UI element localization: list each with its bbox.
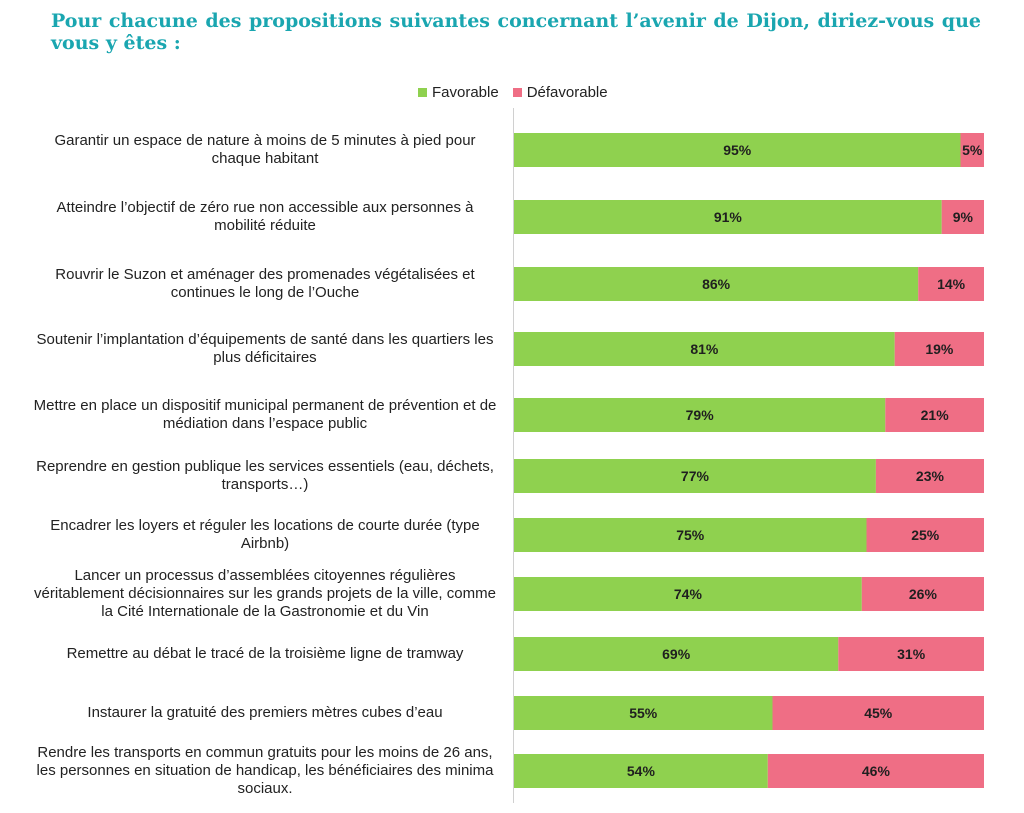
bar-favorable [514,459,876,493]
data-label-favorable: 95% [723,142,752,158]
data-label-defavorable: 45% [864,705,893,721]
data-label-favorable: 79% [686,407,715,423]
category-label: Mettre en place un dispositif municipal … [33,397,497,432]
bar-favorable [514,133,961,167]
category-axis-line [513,108,514,803]
bar-favorable [514,637,839,671]
legend-label-defavorable: Défavorable [526,84,608,101]
data-label-favorable: 69% [662,646,691,662]
bar-defavorable [894,332,984,366]
bar-defavorable [772,696,984,730]
bar-favorable [514,267,919,301]
data-label-favorable: 91% [714,209,743,225]
data-label-defavorable: 31% [897,646,926,662]
data-label-defavorable: 21% [921,407,950,423]
legend: Favorable Défavorable [418,84,622,101]
bar-favorable [514,200,942,234]
legend-swatch-defavorable [512,88,522,97]
data-label-defavorable: 25% [911,527,940,543]
data-label-favorable: 77% [681,468,710,484]
data-label-defavorable: 23% [916,468,945,484]
bar-defavorable [875,459,984,493]
legend-entry-favorable: Favorable [418,84,499,101]
data-label-favorable: 55% [629,705,658,721]
chart-title: Pour chacune des propositions suivantes … [51,10,981,54]
bar-favorable [514,518,867,552]
bar-favorable [514,332,895,366]
bar-defavorable [941,200,984,234]
data-label-favorable: 86% [702,276,731,292]
category-label: Rendre les transports en commun gratuits… [36,744,494,797]
category-label: Instaurer la gratuité des premiers mètre… [87,704,443,721]
data-label-favorable: 74% [674,586,703,602]
data-label-favorable: 81% [690,341,719,357]
category-label: Encadrer les loyers et réguler les locat… [50,517,480,552]
category-label: Remettre au débat le tracé de la troisiè… [66,645,464,662]
data-label-favorable: 75% [676,527,705,543]
bar-defavorable [960,133,984,167]
legend-swatch-favorable [418,88,427,97]
data-label-defavorable: 9% [953,209,974,225]
data-label-defavorable: 26% [909,586,938,602]
bar-favorable [514,696,773,730]
data-label-favorable: 54% [627,763,656,779]
bar-defavorable [885,398,984,432]
category-label: Reprendre en gestion publique les servic… [36,458,494,493]
legend-entry-defavorable: Défavorable [512,84,608,101]
category-label: Atteindre l’objectif de zéro rue non acc… [56,199,474,234]
data-label-defavorable: 46% [862,763,891,779]
data-label-defavorable: 19% [925,341,954,357]
bar-defavorable [838,637,984,671]
bar-favorable [514,754,768,788]
bar-defavorable [918,267,984,301]
bar-favorable [514,398,886,432]
bar-defavorable [767,754,984,788]
category-label: Rouvrir le Suzon et aménager des promena… [55,266,475,301]
bar-defavorable [866,518,984,552]
legend-label-favorable: Favorable [432,84,499,101]
bar-defavorable [861,577,984,611]
category-label: Garantir un espace de nature à moins de … [54,132,476,167]
category-label: Lancer un processus d’assemblées citoyen… [34,567,496,620]
data-label-defavorable: 5% [962,142,983,158]
data-label-defavorable: 14% [937,276,966,292]
bar-favorable [514,577,862,611]
category-label: Soutenir l’implantation d’équipements de… [36,331,494,366]
